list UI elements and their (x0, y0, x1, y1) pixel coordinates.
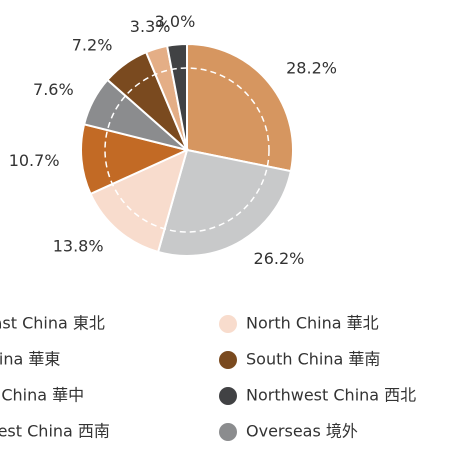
pie-slice (186, 42, 294, 173)
slice-label: 7.2% (72, 35, 113, 54)
legend-label: North China 華北 (246, 314, 379, 333)
slice-label: 3.3% (130, 17, 171, 36)
slice-label: 7.6% (33, 80, 74, 99)
slice-label: 13.8% (53, 237, 104, 256)
pie-slice (89, 148, 189, 254)
inner-ring (104, 67, 270, 233)
legend-label: Northwest China 西北 (246, 386, 416, 405)
legend-label: East China 華東 (0, 350, 60, 369)
legend-swatch (219, 351, 237, 369)
pie-slice (156, 148, 293, 257)
legend-label: Southwest China 西南 (0, 422, 110, 441)
slice-label: 3.0% (155, 12, 196, 31)
legend-label: Central China 華中 (0, 386, 84, 405)
legend-label: South China 華南 (246, 350, 380, 369)
legend-label: Overseas 境外 (246, 422, 358, 441)
legend-swatch (219, 387, 237, 405)
pie-slice (165, 42, 188, 151)
slice-label: 28.2% (286, 59, 337, 78)
legend-label: Northeast China 東北 (0, 314, 105, 333)
legend-swatch (219, 423, 237, 441)
slice-label: 10.7% (9, 151, 60, 170)
pie-slice (80, 123, 191, 196)
slice-label: 26.2% (254, 249, 305, 268)
legend-swatch (219, 315, 237, 333)
